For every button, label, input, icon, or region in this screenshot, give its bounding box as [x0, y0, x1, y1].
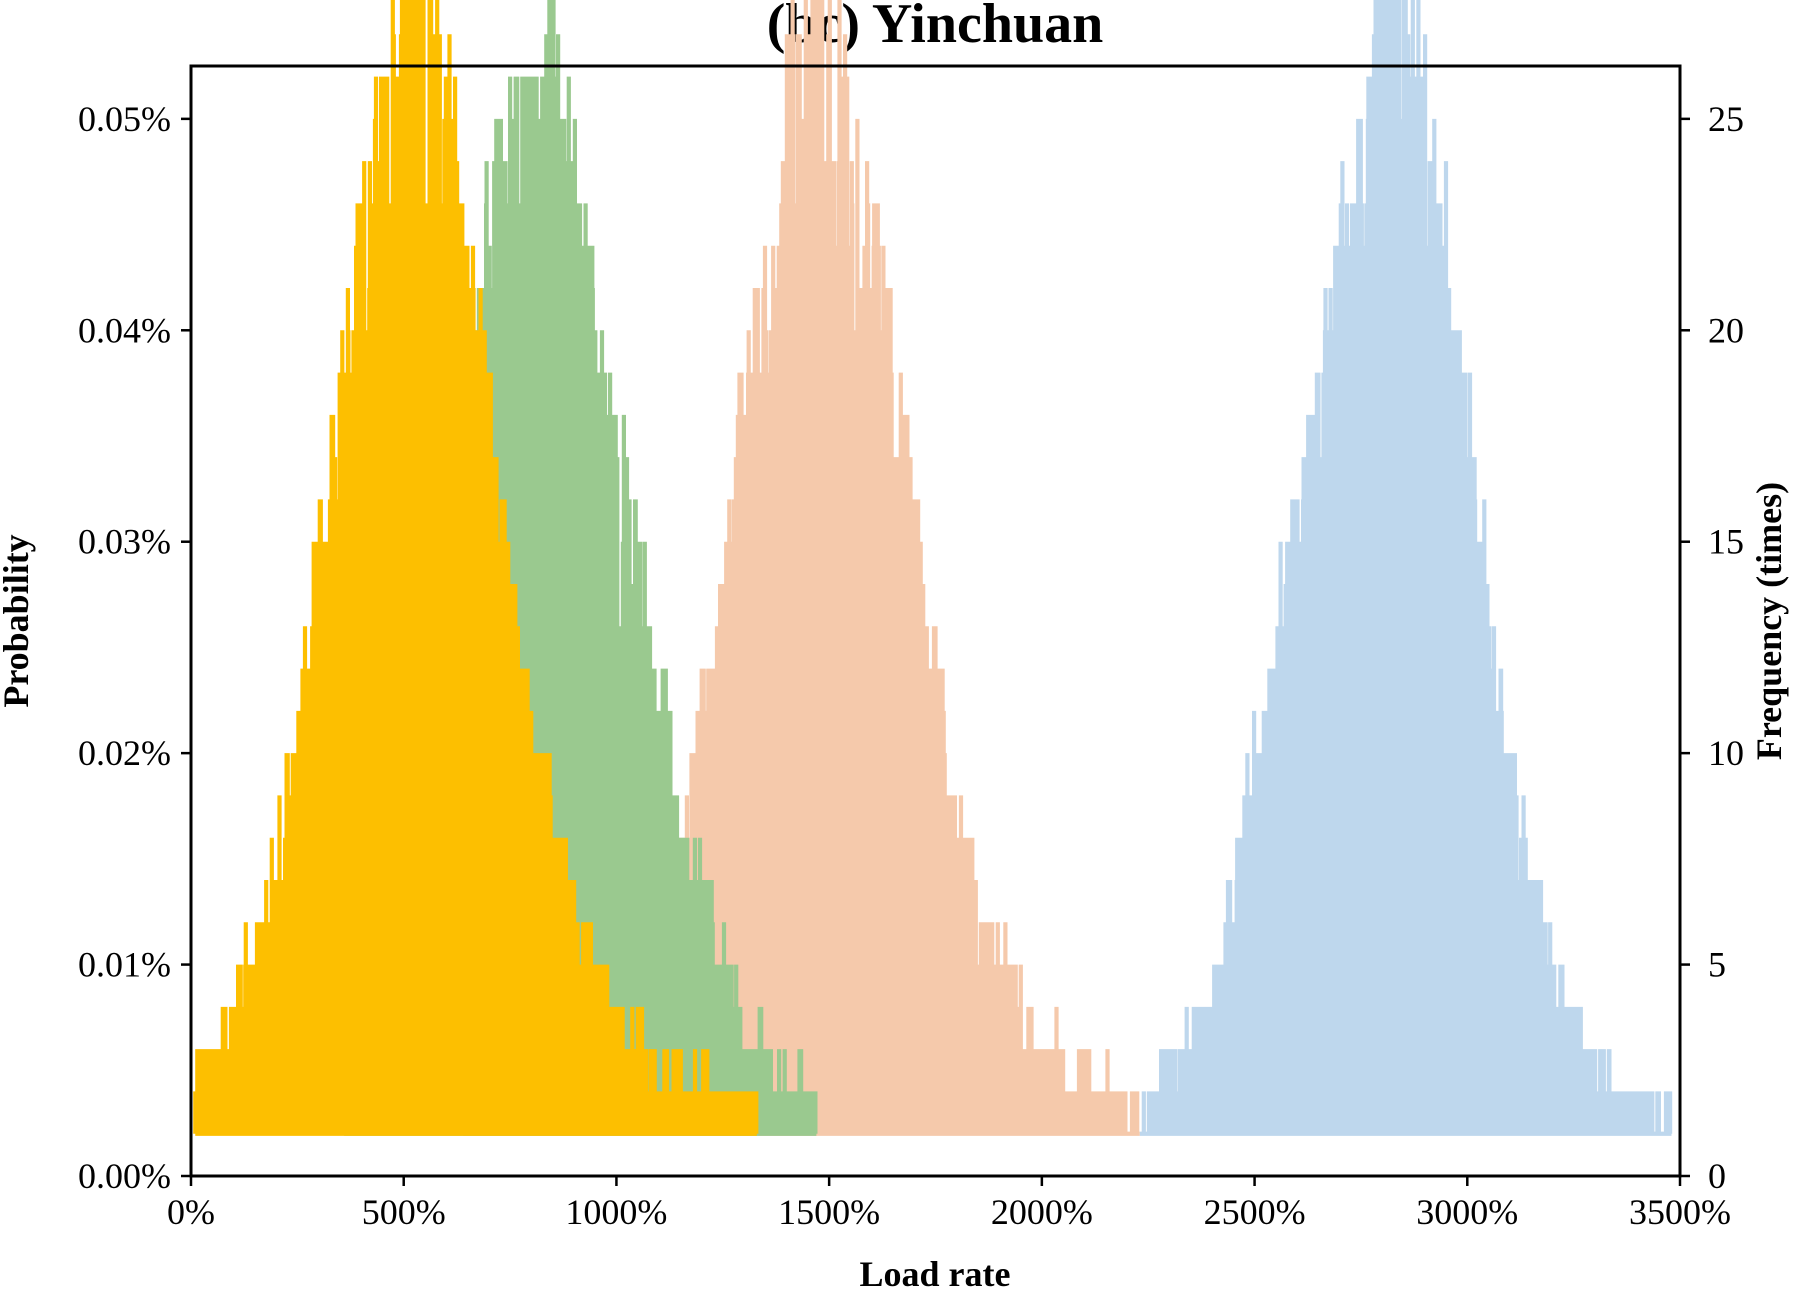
x-axis: 0% 500% 1000% 1500% 2000% 2500% 3000% 3500% — [167, 1176, 1731, 1232]
y-left-tick-label: 0.03% — [78, 522, 171, 562]
y-right-tick-label: 20 — [1708, 310, 1744, 350]
y-axis-left: 0.00% 0.01% 0.02% 0.03% 0.04% 0.05% — [78, 99, 191, 1196]
y-right-tick-label: 10 — [1708, 733, 1744, 773]
y-right-tick-label: 25 — [1708, 99, 1744, 139]
x-tick-label: 3500% — [1629, 1192, 1731, 1232]
y-axis-right: 0 5 10 15 20 25 — [1680, 99, 1744, 1196]
y-left-tick-label: 0.05% — [78, 99, 171, 139]
y-left-tick-label: 0.04% — [78, 310, 171, 350]
x-axis-title: Load rate — [860, 1254, 1011, 1294]
series-0-bars — [1141, 0, 1673, 1134]
x-tick-label: 3000% — [1416, 1192, 1518, 1232]
y-left-tick-label: 0.02% — [78, 733, 171, 773]
series-3-bars — [193, 0, 759, 1134]
y-right-tick-label: 15 — [1708, 522, 1744, 562]
x-tick-label: 2500% — [1204, 1192, 1306, 1232]
y-right-tick-label: 5 — [1708, 945, 1726, 985]
x-tick-label: 1500% — [778, 1192, 880, 1232]
x-tick-label: 500% — [362, 1192, 446, 1232]
series-3 — [193, 0, 759, 1136]
x-tick-label: 0% — [167, 1192, 215, 1232]
series-0 — [1139, 0, 1673, 1136]
y-axis-left-title: Probability — [0, 534, 36, 707]
x-tick-label: 1000% — [565, 1192, 667, 1232]
series-layer — [193, 0, 1673, 1136]
plot-frame — [189, 64, 1682, 1178]
x-tick-label: 2000% — [991, 1192, 1093, 1232]
y-right-tick-label: 0 — [1708, 1156, 1726, 1196]
y-axis-right-title: Frequency (times) — [1749, 482, 1789, 760]
y-left-tick-label: 0.00% — [78, 1156, 171, 1196]
y-left-tick-label: 0.01% — [78, 945, 171, 985]
